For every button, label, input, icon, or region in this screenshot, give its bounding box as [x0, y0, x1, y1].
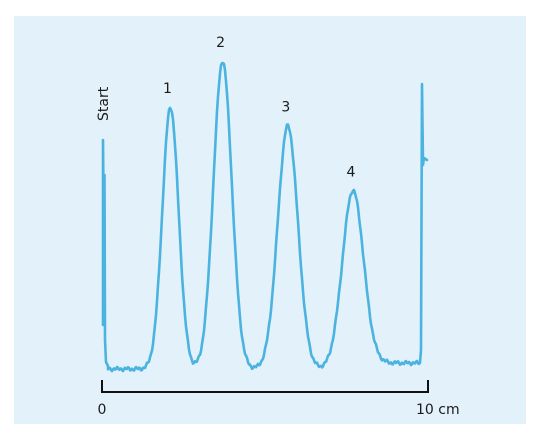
start-label: Start — [96, 86, 112, 121]
peak-label-1: 1 — [163, 81, 172, 97]
x-axis-scale — [101, 380, 429, 393]
peak-label-3: 3 — [281, 100, 290, 116]
x-tick-label-0: 0 — [98, 402, 107, 418]
x-tick-label-10: 10 cm — [416, 402, 460, 418]
peak-label-2: 2 — [216, 35, 225, 51]
peak-label-4: 4 — [347, 164, 356, 180]
densitometer-trace — [101, 61, 429, 373]
chart-panel — [14, 16, 526, 424]
